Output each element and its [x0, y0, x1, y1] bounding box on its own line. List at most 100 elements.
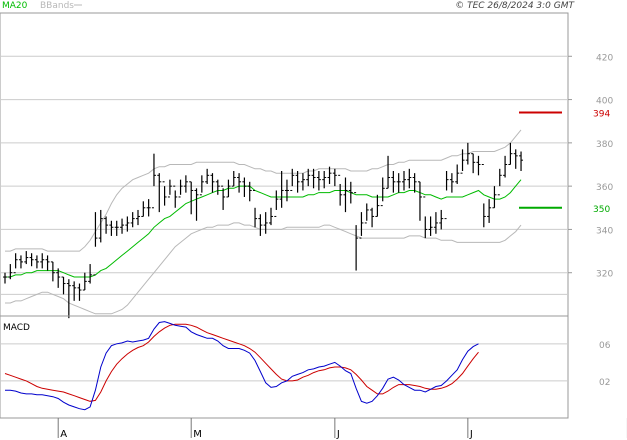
ma20-line [5, 179, 522, 278]
x-tick-label: M [193, 429, 202, 440]
macd-y-axis: 02 06 [599, 341, 611, 388]
ohlc-bar [348, 181, 353, 204]
ohlc-bar [327, 166, 332, 184]
ohlc-bar [487, 199, 492, 223]
ohlc-bar [56, 268, 61, 288]
ohlc-bar [258, 214, 263, 236]
ohlc-bar [72, 281, 77, 301]
ohlc-bar [120, 218, 125, 234]
ohlc-bar [205, 168, 210, 184]
ohlc-bar [242, 177, 247, 197]
ohlc-bar [519, 151, 524, 171]
support-level-label: 350 [593, 205, 610, 215]
ohlc-bar [439, 209, 444, 230]
price-y-tick-label: 380 [596, 140, 613, 150]
ohlc-bar [130, 212, 135, 228]
ohlc-bar [66, 279, 71, 319]
ohlc-bar [449, 173, 454, 193]
ohlc-bar [300, 173, 305, 191]
ohlc-bar [146, 199, 151, 217]
ohlc-bar [274, 190, 279, 217]
ohlc-bar [338, 174, 343, 206]
ohlc-bar [157, 173, 162, 213]
macd-grid [0, 343, 568, 382]
ohlc-bar [226, 179, 231, 198]
price-y-tick-label: 360 [596, 183, 613, 193]
ohlc-bar [481, 164, 486, 228]
price-y-tick-label: 320 [596, 270, 613, 280]
ohlc-bar [247, 181, 252, 202]
ohlc-bar [263, 212, 268, 234]
ohlc-bar [40, 253, 45, 269]
ohlc-bar [412, 173, 417, 193]
ohlc-bar [332, 168, 337, 187]
ohlc-bar [98, 209, 103, 243]
ohlc-bar [269, 207, 273, 226]
ohlc-bar [45, 255, 50, 271]
x-tick-label: J [469, 429, 473, 440]
ohlc-bar [396, 173, 401, 193]
ohlc-bar [343, 177, 348, 213]
price-y-tick-label: 400 [596, 97, 613, 107]
ohlc-bar [194, 188, 199, 221]
ohlc-bar [82, 272, 87, 291]
ohlc-bar [391, 170, 396, 193]
macd-panel-frame [0, 315, 569, 419]
price-y-tick-label: 340 [596, 226, 613, 236]
ohlc-bar [114, 220, 119, 236]
ohlc-bar [29, 253, 34, 267]
ohlc-bar [316, 170, 321, 191]
ohlc-bar [311, 168, 316, 189]
x-tick-label: J [336, 429, 340, 440]
bollinger-upper-band [5, 129, 522, 252]
ohlc-bar [508, 142, 513, 165]
resistance-level-label: 394 [593, 110, 610, 120]
ohlc-bar [407, 168, 412, 189]
ohlc-bar [380, 177, 385, 207]
ohlc-bar [354, 192, 359, 271]
ohlc-bar [125, 216, 130, 232]
ohlc-bar [8, 264, 13, 280]
ohlc-bar [279, 170, 284, 208]
price-y-tick-label: 420 [596, 53, 613, 63]
ohlc-bar [306, 168, 311, 187]
ohlc-bar [253, 189, 258, 228]
macd-line [5, 321, 479, 411]
ohlc-bar [460, 149, 465, 174]
ohlc-bar [151, 153, 156, 209]
ohlc-bar [433, 212, 438, 234]
ohlc-bar [492, 186, 497, 209]
ohlc-bar [402, 170, 406, 191]
ohlc-bar [189, 181, 194, 215]
ohlc-bar [231, 170, 236, 187]
ohlc-bar [455, 164, 460, 184]
ohlc-bar [88, 264, 93, 284]
ohlc-bar [497, 168, 502, 196]
ohlc-bar [476, 155, 481, 176]
ohlc-bar [3, 272, 7, 284]
legend-ma20: MA20 [2, 1, 28, 11]
ohlc-bar [465, 142, 470, 165]
ohlc-bar [199, 175, 204, 196]
price-panel: 320 340 360 380 400 420 394 350 [0, 12, 613, 319]
price-levels: 394 350 [519, 110, 610, 215]
ohlc-bar [284, 179, 289, 202]
ohlc-bar [141, 201, 146, 217]
ohlc-bar [178, 179, 183, 198]
ohlc-bar [210, 173, 215, 193]
copyright: © TEC 26/8/2024 3:0 GMT [455, 1, 575, 11]
ohlc-bar [444, 170, 449, 220]
ohlc-bar [364, 203, 369, 224]
ohlc-bar [167, 179, 172, 198]
ohlc-bar [471, 153, 476, 174]
ohlc-bar [136, 209, 140, 226]
ohlc-bar [61, 276, 66, 295]
ohlc-bar [237, 173, 242, 193]
ohlc-bar [370, 207, 375, 228]
ohlc-bar [215, 179, 220, 195]
ohlc-bar [290, 168, 295, 191]
legend-bbands: BBands [40, 1, 74, 11]
x-tick-label: A [60, 429, 67, 440]
ohlc-bar [359, 212, 364, 239]
